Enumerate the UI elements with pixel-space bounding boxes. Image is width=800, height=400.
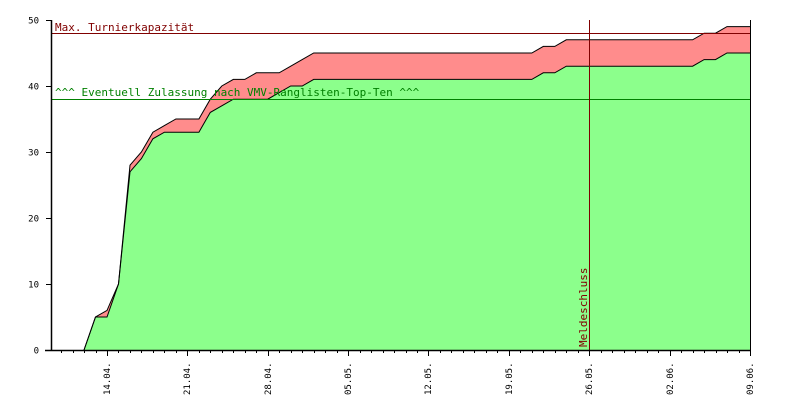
reference-lines: [51, 20, 750, 350]
x-tick-label: 26.05.: [585, 362, 595, 395]
plot-areas: [83, 26, 750, 351]
total-line: [83, 26, 750, 351]
deadline-label: Meldeschluss: [577, 268, 590, 347]
y-tick-label: 10: [28, 281, 39, 291]
admitted-area: [84, 53, 750, 350]
x-tick-label: 14.04.: [103, 362, 113, 395]
top-ten-label: ^^^ Eventuell Zulassung nach VMV-Ranglis…: [55, 86, 420, 99]
axes: 0 10 20 30 40 50 14.04. 21.04. 28.04. 05.05. 12.05…: [28, 17, 756, 396]
y-tick-label: 20: [28, 215, 39, 225]
x-tick-label: 28.04.: [264, 362, 274, 395]
y-tick-label: 0: [34, 347, 39, 357]
y-tick-label: 40: [28, 83, 39, 93]
y-tick-label: 50: [28, 17, 39, 27]
x-tick-label: 12.05.: [424, 362, 434, 395]
x-tick-label: 02.06.: [666, 362, 676, 395]
x-tick-label: 05.05.: [344, 362, 354, 395]
x-tick-label: 21.04.: [183, 362, 193, 395]
max-capacity-label: Max. Turnierkapazität: [55, 21, 194, 34]
x-tick-label: 09.06.: [746, 362, 756, 395]
y-tick-label: 30: [28, 149, 39, 159]
x-tick-label: 19.05.: [505, 362, 515, 395]
